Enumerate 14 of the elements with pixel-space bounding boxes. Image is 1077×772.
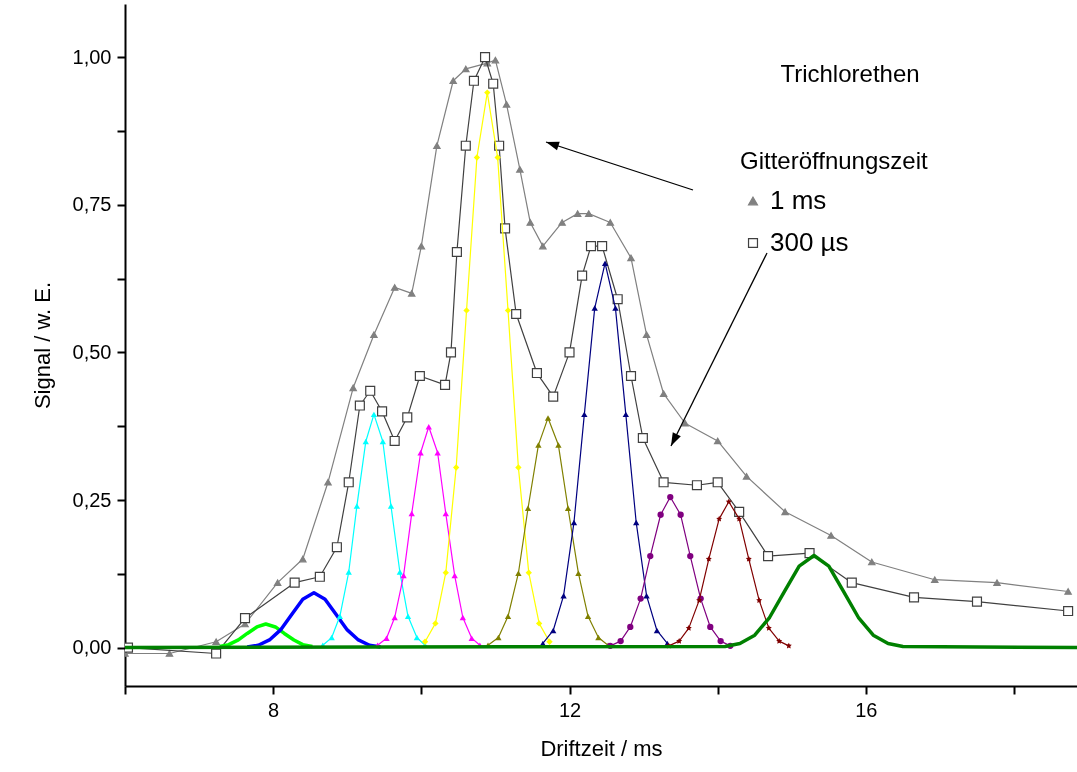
legend-title: Gitteröffnungszeit bbox=[740, 147, 928, 174]
y-axis-title: Signal / w. E. bbox=[29, 281, 55, 410]
x-tick-label: 12 bbox=[558, 698, 582, 721]
y-tick-label: 1,00 bbox=[72, 45, 112, 68]
x-axis-title: Driftzeit / ms bbox=[540, 735, 663, 761]
x-tick-label: 8 bbox=[268, 698, 280, 721]
text: Trichlorethen bbox=[780, 60, 920, 87]
x-tick-label: 16 bbox=[855, 698, 878, 721]
y-tick-label: 0,00 bbox=[72, 636, 112, 659]
y-tick-label: 0,50 bbox=[72, 340, 112, 363]
legend-label: 1 ms bbox=[770, 185, 827, 215]
y-tick-label: 0,75 bbox=[72, 193, 112, 216]
legend-label: 300 µs bbox=[770, 227, 849, 257]
y-tick-label: 0,25 bbox=[72, 488, 112, 511]
